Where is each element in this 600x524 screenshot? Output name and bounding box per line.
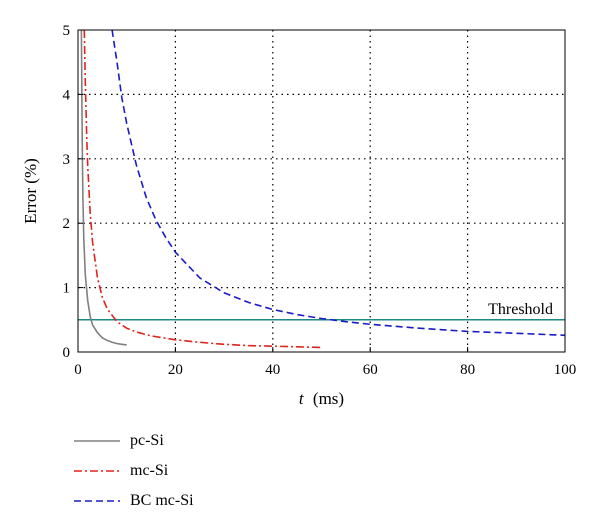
series-lines bbox=[80, 29, 566, 349]
legend-item-pc-si: pc-Si bbox=[74, 428, 194, 454]
series-line-bc-mc-si bbox=[111, 29, 566, 337]
threshold-label: Threshold bbox=[488, 301, 553, 318]
legend: pc-Si mc-Si BC mc-Si bbox=[74, 428, 194, 518]
y-tick-label: 4 bbox=[63, 87, 71, 103]
y-tick-label: 3 bbox=[63, 152, 71, 168]
y-tick-label: 1 bbox=[63, 281, 71, 297]
legend-swatch-pc-si bbox=[74, 440, 120, 442]
x-tick-label: 40 bbox=[265, 362, 280, 378]
legend-item-mc-si: mc-Si bbox=[74, 458, 194, 484]
legend-item-bc-mc-si: BC mc-Si bbox=[74, 488, 194, 514]
x-tick-label: 100 bbox=[554, 362, 577, 378]
x-axis-unit: (ms) bbox=[313, 389, 344, 408]
y-tick-label: 2 bbox=[63, 216, 71, 232]
y-axis-label: Error (%) bbox=[21, 158, 40, 224]
threshold: Threshold bbox=[78, 301, 565, 321]
x-tick-label: 80 bbox=[460, 362, 475, 378]
y-axis-ticks: 0 1 2 3 4 5 bbox=[63, 23, 83, 361]
series-line-mc-si bbox=[83, 29, 322, 349]
grid bbox=[78, 30, 565, 352]
x-axis-symbol: t bbox=[299, 389, 305, 408]
y-tick-label: 5 bbox=[63, 23, 71, 39]
x-tick-label: 60 bbox=[363, 362, 378, 378]
legend-label-mc-si: mc-Si bbox=[130, 462, 169, 479]
legend-label-pc-si: pc-Si bbox=[130, 432, 164, 449]
x-tick-label: 0 bbox=[74, 362, 82, 378]
series-line-pc-si bbox=[80, 29, 127, 346]
error-vs-time-chart: Threshold 0 20 40 60 80 100 0 1 2 3 4 5 t (ms) Err… bbox=[21, 23, 576, 408]
legend-label-bc-mc-si: BC mc-Si bbox=[130, 492, 194, 509]
x-axis-label: t (ms) bbox=[299, 389, 344, 408]
legend-swatch-mc-si bbox=[74, 470, 120, 472]
plot-frame bbox=[77, 29, 566, 353]
x-axis-ticks: 0 20 40 60 80 100 bbox=[74, 347, 576, 378]
x-tick-label: 20 bbox=[168, 362, 183, 378]
y-tick-label: 0 bbox=[63, 345, 71, 361]
legend-swatch-bc-mc-si bbox=[74, 500, 120, 502]
